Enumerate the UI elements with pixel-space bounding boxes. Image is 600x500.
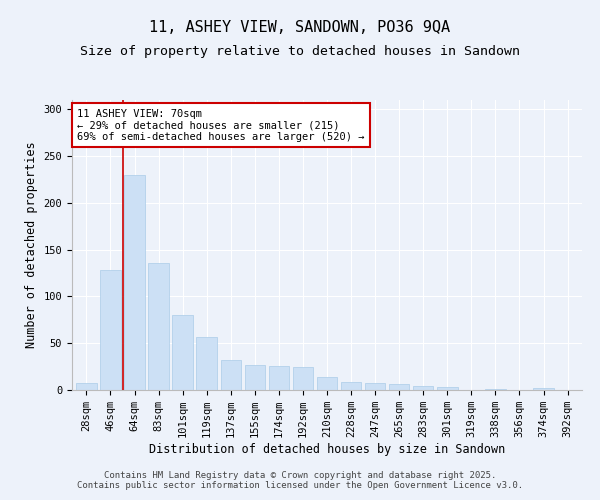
Bar: [533, 388, 554, 390]
Text: 11 ASHEY VIEW: 70sqm
← 29% of detached houses are smaller (215)
69% of semi-deta: 11 ASHEY VIEW: 70sqm ← 29% of detached h…: [77, 108, 365, 142]
Bar: [196, 336, 217, 390]
Bar: [124, 175, 145, 390]
Bar: [437, 387, 458, 390]
X-axis label: Distribution of detached houses by size in Sandown: Distribution of detached houses by size …: [149, 443, 505, 456]
Bar: [100, 270, 121, 390]
Bar: [245, 364, 265, 390]
Bar: [221, 360, 241, 390]
Bar: [293, 366, 313, 390]
Text: Contains HM Land Registry data © Crown copyright and database right 2025.
Contai: Contains HM Land Registry data © Crown c…: [77, 470, 523, 490]
Bar: [76, 384, 97, 390]
Bar: [341, 382, 361, 390]
Bar: [413, 386, 433, 390]
Text: 11, ASHEY VIEW, SANDOWN, PO36 9QA: 11, ASHEY VIEW, SANDOWN, PO36 9QA: [149, 20, 451, 35]
Bar: [317, 377, 337, 390]
Y-axis label: Number of detached properties: Number of detached properties: [25, 142, 38, 348]
Text: Size of property relative to detached houses in Sandown: Size of property relative to detached ho…: [80, 45, 520, 58]
Bar: [172, 315, 193, 390]
Bar: [365, 384, 385, 390]
Bar: [389, 384, 409, 390]
Bar: [485, 389, 506, 390]
Bar: [148, 263, 169, 390]
Bar: [269, 366, 289, 390]
